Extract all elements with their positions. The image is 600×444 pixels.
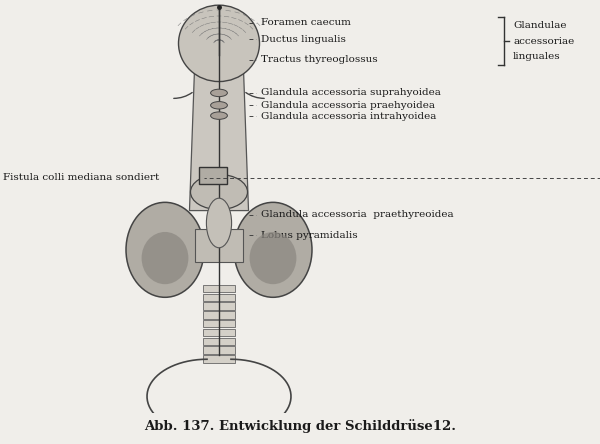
Ellipse shape bbox=[179, 5, 260, 82]
Ellipse shape bbox=[234, 202, 312, 297]
Ellipse shape bbox=[211, 112, 227, 119]
Ellipse shape bbox=[206, 198, 232, 248]
Bar bbox=[203, 302, 235, 310]
Bar bbox=[203, 346, 235, 354]
Bar bbox=[203, 337, 235, 345]
Bar bbox=[203, 311, 235, 319]
Text: Foramen caecum: Foramen caecum bbox=[261, 18, 351, 27]
Text: Abb. 137. Entwicklung der Schilddrüse12.: Abb. 137. Entwicklung der Schilddrüse12. bbox=[144, 419, 456, 433]
Ellipse shape bbox=[250, 232, 296, 284]
Text: linguales: linguales bbox=[513, 52, 560, 61]
Ellipse shape bbox=[211, 102, 227, 109]
Text: Lobus pyramidalis: Lobus pyramidalis bbox=[261, 231, 358, 240]
Ellipse shape bbox=[211, 211, 227, 218]
Ellipse shape bbox=[142, 232, 188, 284]
Bar bbox=[203, 293, 235, 301]
Text: Fistula colli mediana sondiert: Fistula colli mediana sondiert bbox=[3, 173, 159, 182]
Bar bbox=[203, 329, 235, 336]
Bar bbox=[203, 320, 235, 327]
Ellipse shape bbox=[126, 202, 204, 297]
Bar bbox=[199, 167, 227, 184]
Text: Tractus thyreoglossus: Tractus thyreoglossus bbox=[261, 56, 377, 64]
Polygon shape bbox=[190, 72, 248, 210]
Text: Glandulae: Glandulae bbox=[513, 21, 566, 30]
Text: Glandula accessoria praehyoidea: Glandula accessoria praehyoidea bbox=[261, 101, 435, 110]
Text: Ductus lingualis: Ductus lingualis bbox=[261, 35, 346, 44]
Text: Glandula accessoria intrahyoidea: Glandula accessoria intrahyoidea bbox=[261, 112, 436, 121]
Bar bbox=[195, 229, 243, 262]
Ellipse shape bbox=[191, 174, 248, 210]
Bar bbox=[203, 355, 235, 363]
Text: Glandula accessoria suprahyoidea: Glandula accessoria suprahyoidea bbox=[261, 88, 441, 97]
Text: accessoriae: accessoriae bbox=[513, 37, 574, 46]
Text: Glandula accessoria  praethyreoidea: Glandula accessoria praethyreoidea bbox=[261, 210, 454, 219]
Ellipse shape bbox=[211, 89, 227, 97]
Bar bbox=[203, 285, 235, 292]
